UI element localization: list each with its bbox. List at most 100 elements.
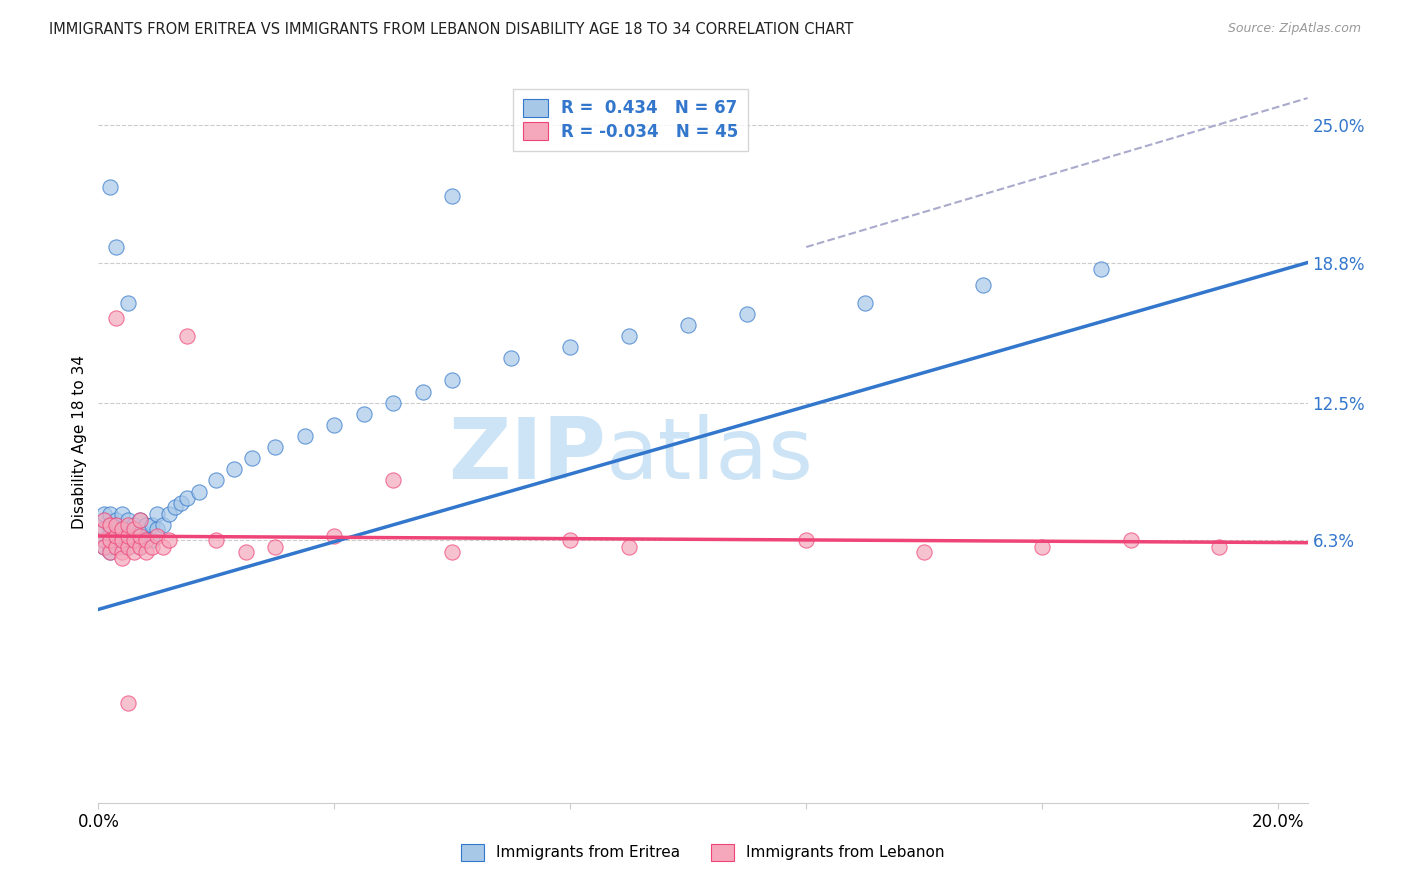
Point (135, 533, 157, 548)
Point (141, 517, 163, 532)
Point (1090, 262, 1112, 277)
Point (111, 529, 134, 543)
Point (912, 544, 935, 558)
Point (111, 522, 134, 536)
Point (264, 540, 287, 554)
Point (117, 517, 139, 532)
Point (560, 340, 582, 354)
Point (111, 533, 134, 548)
Point (105, 533, 128, 548)
Point (205, 533, 228, 548)
Point (146, 529, 169, 543)
Text: atlas: atlas (606, 415, 814, 498)
Text: IMMIGRANTS FROM ERITREA VS IMMIGRANTS FROM LEBANON DISABILITY AGE 18 TO 34 CORRE: IMMIGRANTS FROM ERITREA VS IMMIGRANTS FR… (49, 22, 853, 37)
Point (111, 544, 134, 558)
Point (98, 540, 121, 554)
Point (170, 496, 193, 510)
Point (105, 513, 128, 527)
Point (146, 507, 169, 521)
Point (794, 533, 817, 548)
Point (117, 696, 139, 710)
Point (176, 329, 198, 343)
Point (382, 474, 405, 488)
Point (678, 318, 700, 332)
Point (105, 240, 128, 254)
Legend: R =  0.434   N = 67, R = -0.034   N = 45: R = 0.434 N = 67, R = -0.034 N = 45 (513, 88, 748, 151)
Point (128, 540, 150, 554)
Point (98, 522, 121, 536)
Point (501, 351, 523, 366)
Point (122, 533, 145, 548)
Point (111, 533, 134, 548)
Point (619, 329, 641, 343)
Point (141, 533, 163, 548)
Point (122, 533, 145, 548)
Point (1208, 540, 1230, 554)
Point (382, 395, 405, 409)
Text: Source: ZipAtlas.com: Source: ZipAtlas.com (1227, 22, 1361, 36)
Point (122, 522, 145, 536)
Point (141, 540, 163, 554)
Point (128, 513, 150, 527)
Point (117, 513, 139, 527)
Point (105, 517, 128, 532)
Point (205, 474, 228, 488)
Point (105, 522, 128, 536)
Point (105, 517, 128, 532)
Point (235, 544, 257, 558)
Point (105, 529, 128, 543)
Point (98, 180, 121, 194)
Point (117, 295, 139, 310)
Point (441, 189, 464, 203)
Point (122, 529, 145, 543)
Point (441, 544, 464, 558)
Point (152, 540, 174, 554)
Point (157, 533, 180, 548)
Point (323, 529, 346, 543)
Point (117, 540, 139, 554)
Point (111, 540, 134, 554)
Point (152, 517, 174, 532)
Point (146, 522, 169, 536)
Point (128, 513, 150, 527)
Point (117, 533, 139, 548)
Point (93, 533, 115, 548)
Legend: Immigrants from Eritrea, Immigrants from Lebanon: Immigrants from Eritrea, Immigrants from… (454, 837, 952, 868)
Point (98, 529, 121, 543)
Point (93, 522, 115, 536)
Point (135, 517, 157, 532)
Point (98, 533, 121, 548)
Point (157, 507, 180, 521)
Point (1031, 540, 1053, 554)
Point (93, 513, 115, 527)
Point (619, 540, 641, 554)
Text: ZIP: ZIP (449, 415, 606, 498)
Point (165, 500, 187, 515)
Point (111, 551, 134, 566)
Point (93, 513, 115, 527)
Point (117, 540, 139, 554)
Point (105, 540, 128, 554)
Point (98, 507, 121, 521)
Point (122, 517, 145, 532)
Point (117, 529, 139, 543)
Point (98, 533, 121, 548)
Point (441, 373, 464, 387)
Point (294, 429, 316, 443)
Point (135, 544, 157, 558)
Point (105, 311, 128, 326)
Point (176, 491, 198, 506)
Point (560, 533, 582, 548)
Point (93, 522, 115, 536)
Point (128, 540, 150, 554)
Point (412, 384, 434, 399)
Point (222, 462, 245, 476)
Point (93, 507, 115, 521)
Point (1119, 533, 1142, 548)
Point (135, 529, 157, 543)
Point (853, 295, 876, 310)
Point (111, 507, 134, 521)
Point (105, 540, 128, 554)
Point (128, 529, 150, 543)
Point (98, 517, 121, 532)
